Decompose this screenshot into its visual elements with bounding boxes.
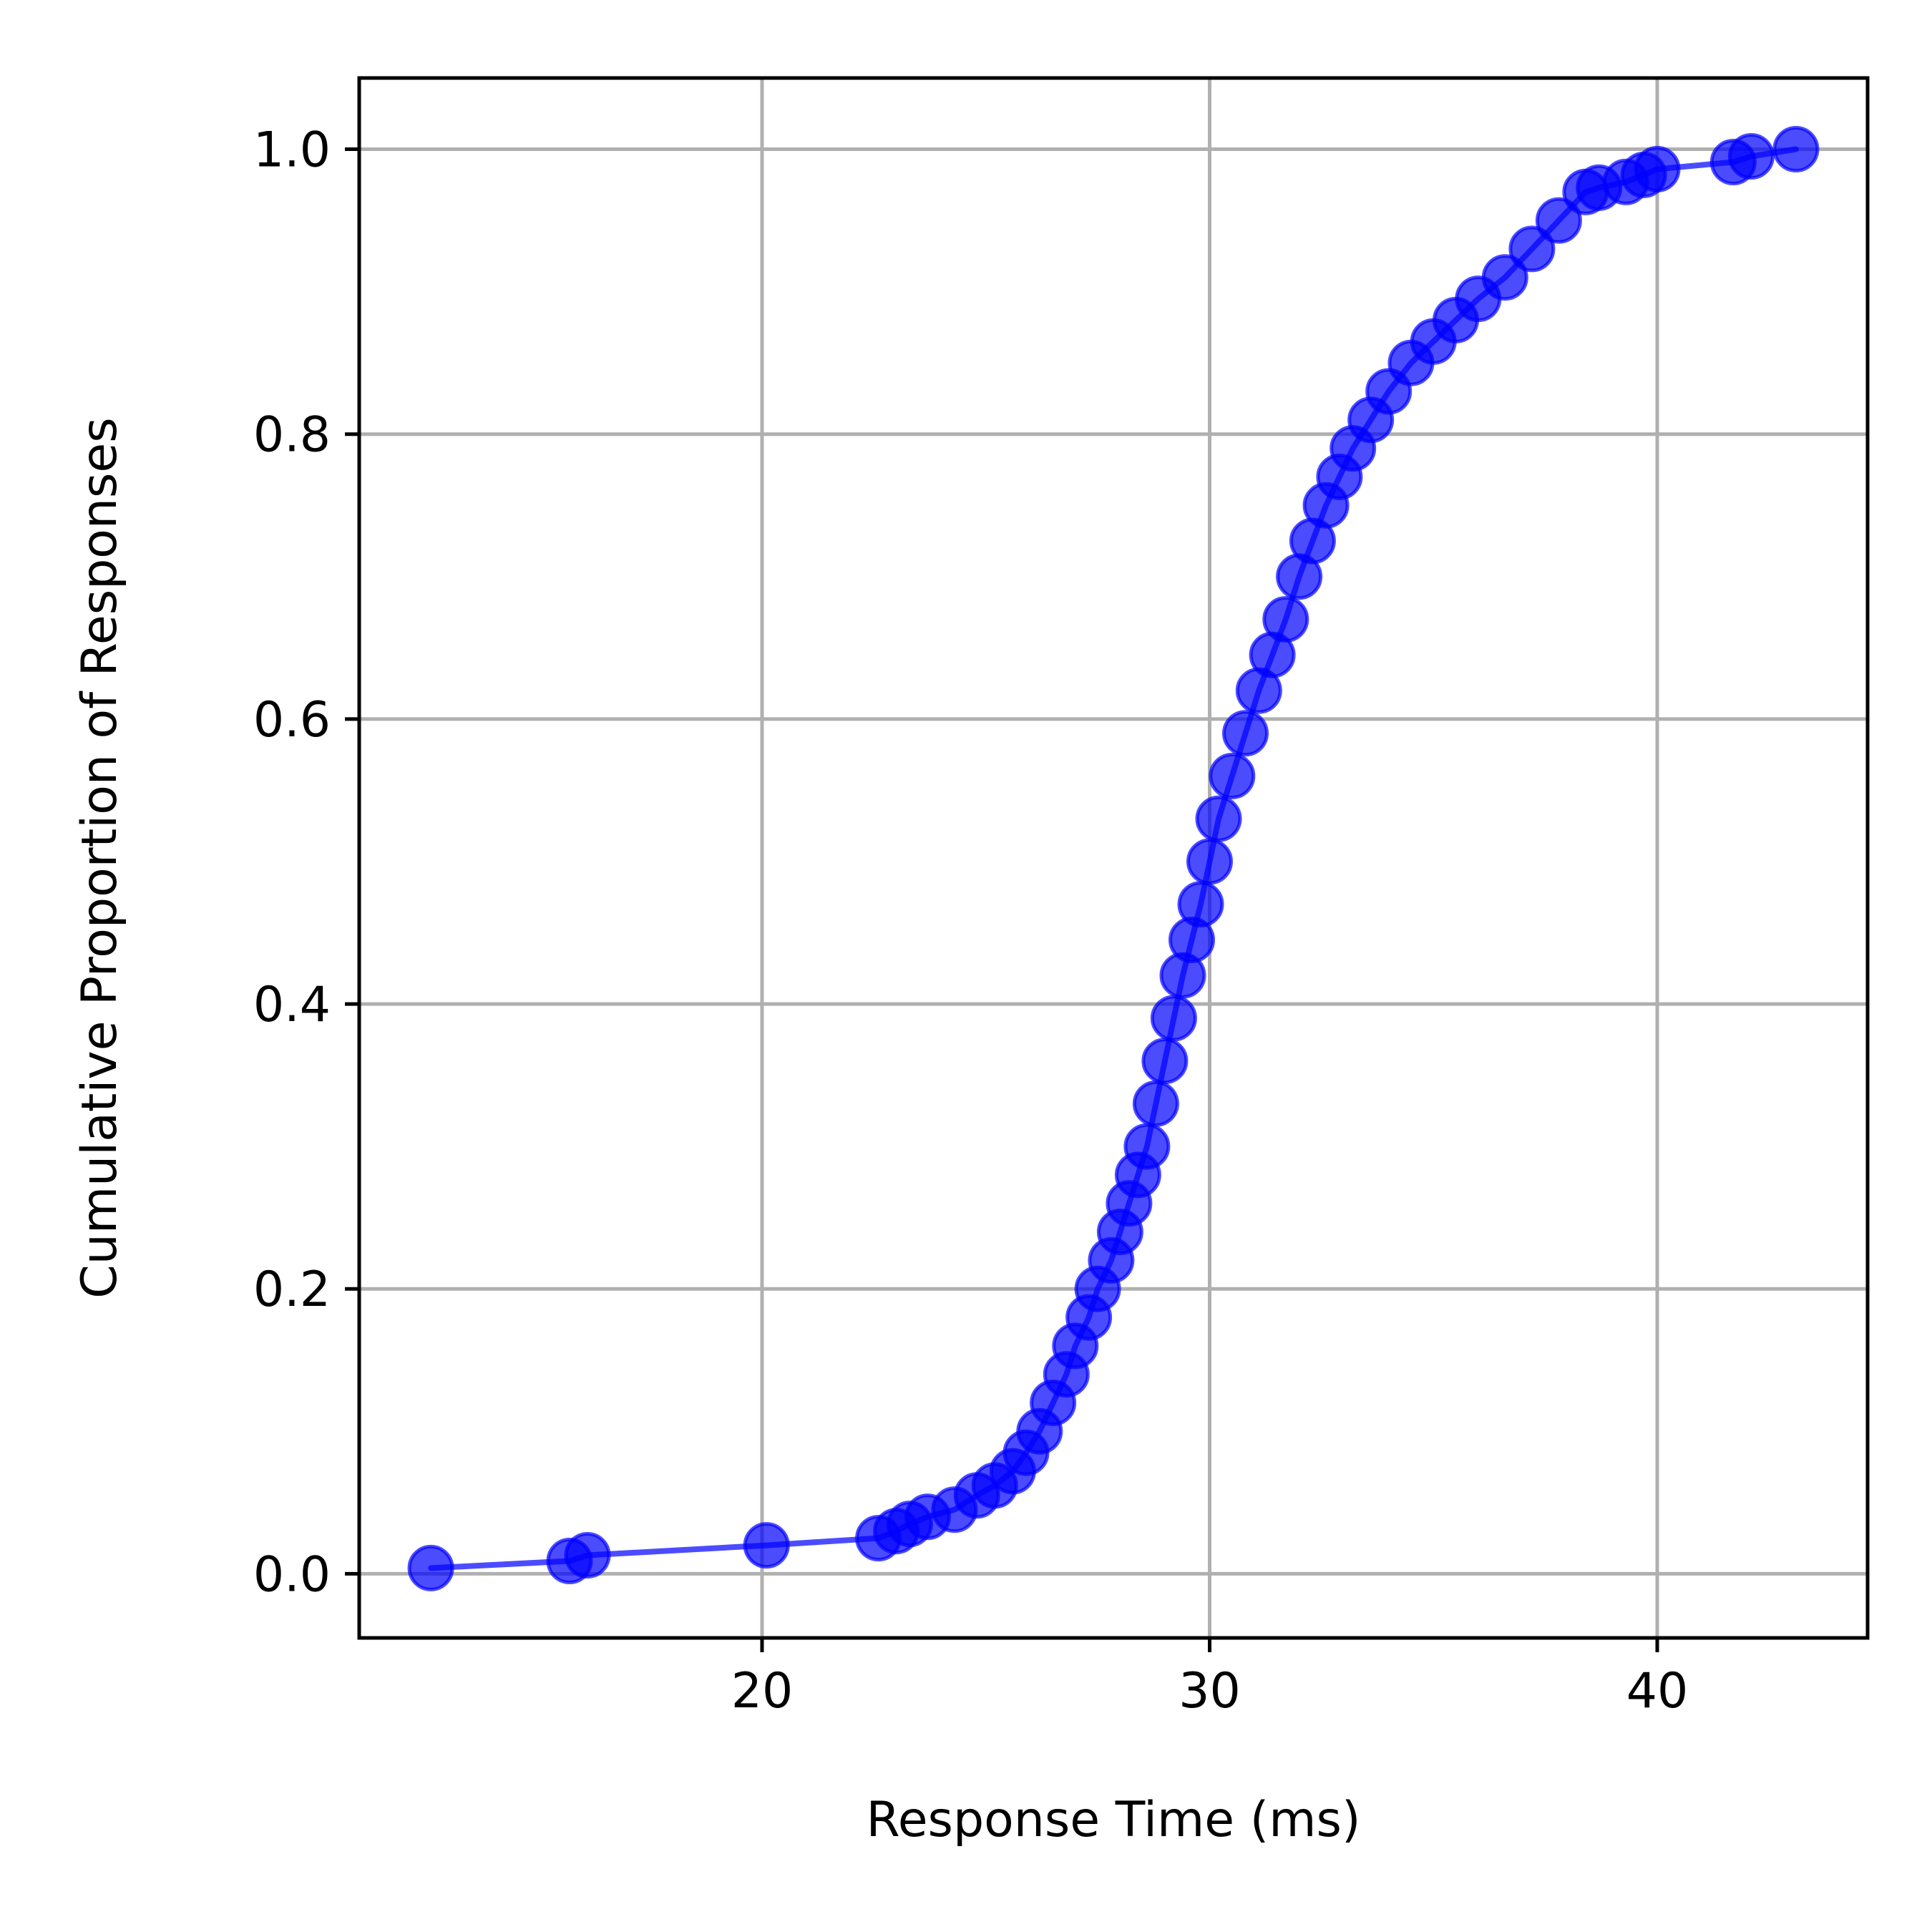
data-series xyxy=(407,126,1820,1591)
x-tick-label-20: 20 xyxy=(731,1663,794,1719)
data-point xyxy=(1634,145,1681,192)
data-point xyxy=(1150,995,1197,1042)
x-axis-label: Response Time (ms) xyxy=(867,1792,1361,1848)
data-point xyxy=(1262,596,1309,643)
data-point xyxy=(1141,1038,1189,1085)
y-axis-label: Cumulative Proportion of Responses xyxy=(72,417,128,1298)
y-tick-label-0.6: 0.6 xyxy=(253,692,331,748)
data-point xyxy=(564,1532,611,1579)
data-point xyxy=(1195,795,1242,842)
data-point xyxy=(1209,753,1256,799)
y-tick-label-0.0: 0.0 xyxy=(253,1546,331,1603)
x-tick-label-40: 40 xyxy=(1626,1663,1689,1719)
data-point xyxy=(1727,133,1775,180)
data-point xyxy=(1222,710,1269,757)
x-tick-label-30: 30 xyxy=(1179,1663,1241,1719)
y-tick-label-0.4: 0.4 xyxy=(253,977,331,1033)
y-tick-label-1.0: 1.0 xyxy=(253,122,331,179)
data-point xyxy=(1772,126,1820,172)
data-point xyxy=(1132,1080,1179,1127)
data-point xyxy=(1186,838,1233,885)
data-point xyxy=(1481,254,1528,301)
data-point xyxy=(1123,1123,1171,1170)
data-point xyxy=(1535,197,1582,244)
data-point xyxy=(1508,225,1556,273)
data-point xyxy=(407,1544,454,1591)
data-point xyxy=(1177,881,1224,928)
data-point xyxy=(743,1522,790,1569)
y-tick-label-0.2: 0.2 xyxy=(253,1262,331,1318)
y-tick-label-0.8: 0.8 xyxy=(253,407,331,464)
plot-frame xyxy=(357,76,1870,1640)
ticks: 20 30 40 0.0 0.2 0.4 0.6 0.8 1.0 xyxy=(253,122,1688,1719)
